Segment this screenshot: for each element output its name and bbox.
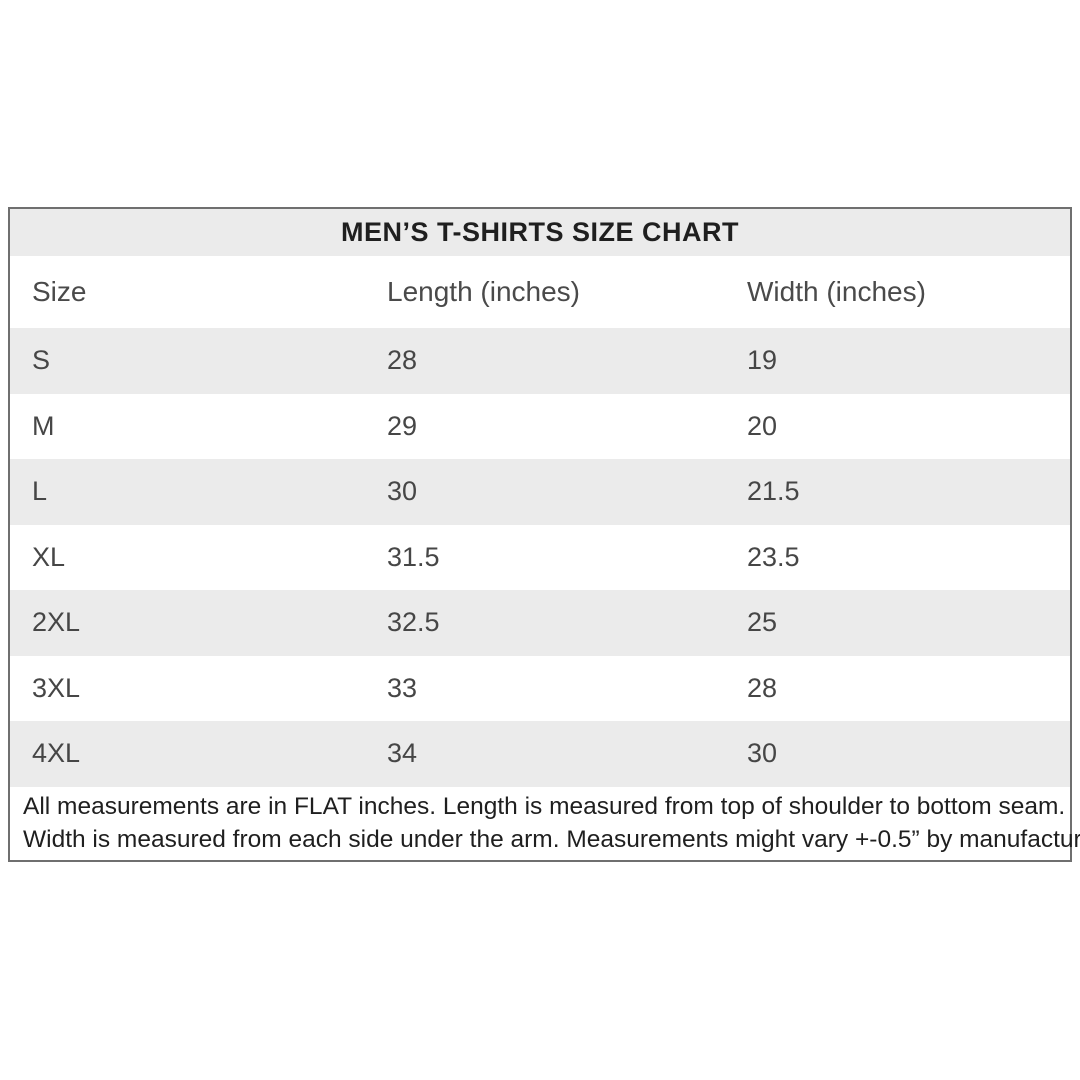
- table-row-l: L 30 21.5: [10, 459, 1070, 525]
- column-header-width: Width (inches): [747, 276, 926, 307]
- size-value: 3XL: [32, 672, 81, 703]
- length-value: 34: [387, 738, 418, 769]
- column-header-size: Size: [32, 276, 87, 307]
- measurement-note: All measurements are in FLAT inches. Len…: [10, 786, 1080, 860]
- size-value: 2XL: [32, 607, 81, 638]
- width-value: 23.5: [747, 541, 800, 572]
- length-value: 29: [387, 410, 418, 441]
- column-header-length: Length (inches): [387, 276, 581, 307]
- note-line-1: All measurements are in FLAT inches. Len…: [23, 793, 1066, 820]
- width-value: 30: [747, 738, 778, 769]
- width-value: 25: [747, 607, 778, 638]
- size-value: XL: [32, 541, 66, 572]
- length-value: 32.5: [387, 607, 440, 638]
- length-value: 33: [387, 672, 418, 703]
- width-value: 28: [747, 672, 778, 703]
- table-row-s: S 28 19: [10, 328, 1070, 394]
- width-value: 21.5: [747, 476, 800, 507]
- length-value: 30: [387, 476, 418, 507]
- length-value: 31.5: [387, 541, 440, 572]
- table-title-row: MEN’S T-SHIRTS SIZE CHART: [10, 209, 1070, 256]
- size-chart-table: MEN’S T-SHIRTS SIZE CHART Size Length (i…: [8, 207, 1080, 862]
- table-row-m: M 29 20: [10, 393, 1070, 459]
- length-value: 28: [387, 345, 418, 376]
- table-row-3xl: 3XL 33 28: [10, 655, 1070, 721]
- table-header-row: Size Length (inches) Width (inches): [10, 256, 1070, 328]
- width-value: 20: [747, 410, 778, 441]
- size-value: 4XL: [32, 738, 81, 769]
- table-row-xl: XL 31.5 23.5: [10, 524, 1070, 590]
- size-value: S: [32, 345, 51, 376]
- table-title: MEN’S T-SHIRTS SIZE CHART: [340, 217, 739, 247]
- size-value: M: [32, 410, 55, 441]
- note-line-2: Width is measured from each side under t…: [23, 826, 1080, 853]
- size-value: L: [32, 476, 48, 507]
- width-value: 19: [747, 345, 778, 376]
- table-row-4xl: 4XL 34 30: [10, 721, 1070, 787]
- table-row-2xl: 2XL 32.5 25: [10, 590, 1070, 656]
